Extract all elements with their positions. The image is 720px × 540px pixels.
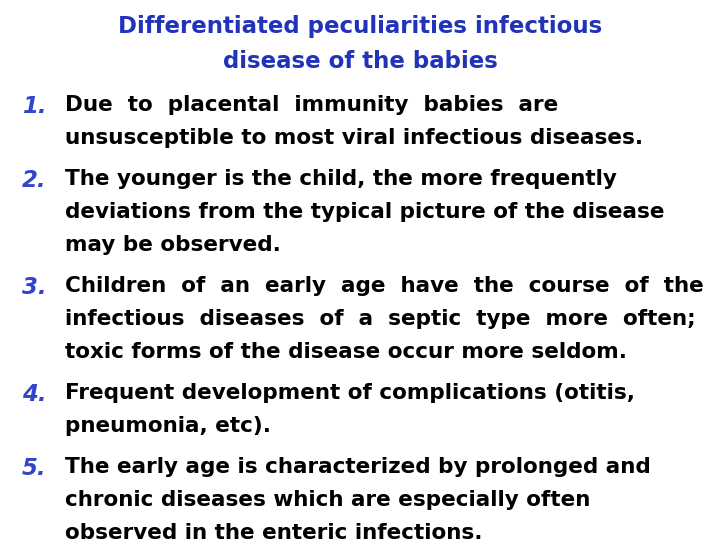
Text: toxic forms of the disease occur more seldom.: toxic forms of the disease occur more se… <box>65 342 627 362</box>
Text: unsusceptible to most viral infectious diseases.: unsusceptible to most viral infectious d… <box>65 128 643 148</box>
Text: The younger is the child, the more frequently: The younger is the child, the more frequ… <box>65 169 617 189</box>
Text: pneumonia, etc).: pneumonia, etc). <box>65 416 271 436</box>
Text: 4.: 4. <box>22 383 47 406</box>
Text: may be observed.: may be observed. <box>65 235 281 255</box>
Text: 3.: 3. <box>22 276 47 299</box>
Text: Frequent development of complications (otitis,: Frequent development of complications (o… <box>65 383 635 403</box>
Text: infectious  diseases  of  a  septic  type  more  often;: infectious diseases of a septic type mor… <box>65 309 696 329</box>
Text: Due  to  placental  immunity  babies  are: Due to placental immunity babies are <box>65 95 558 115</box>
Text: deviations from the typical picture of the disease: deviations from the typical picture of t… <box>65 202 665 222</box>
Text: chronic diseases which are especially often: chronic diseases which are especially of… <box>65 490 590 510</box>
Text: observed in the enteric infections.: observed in the enteric infections. <box>65 523 482 540</box>
Text: Children  of  an  early  age  have  the  course  of  the: Children of an early age have the course… <box>65 276 703 296</box>
Text: 5.: 5. <box>22 457 47 480</box>
Text: 1.: 1. <box>22 95 47 118</box>
Text: Differentiated peculiarities infectious: Differentiated peculiarities infectious <box>118 15 602 38</box>
Text: 2.: 2. <box>22 169 47 192</box>
Text: The early age is characterized by prolonged and: The early age is characterized by prolon… <box>65 457 651 477</box>
Text: disease of the babies: disease of the babies <box>222 50 498 73</box>
